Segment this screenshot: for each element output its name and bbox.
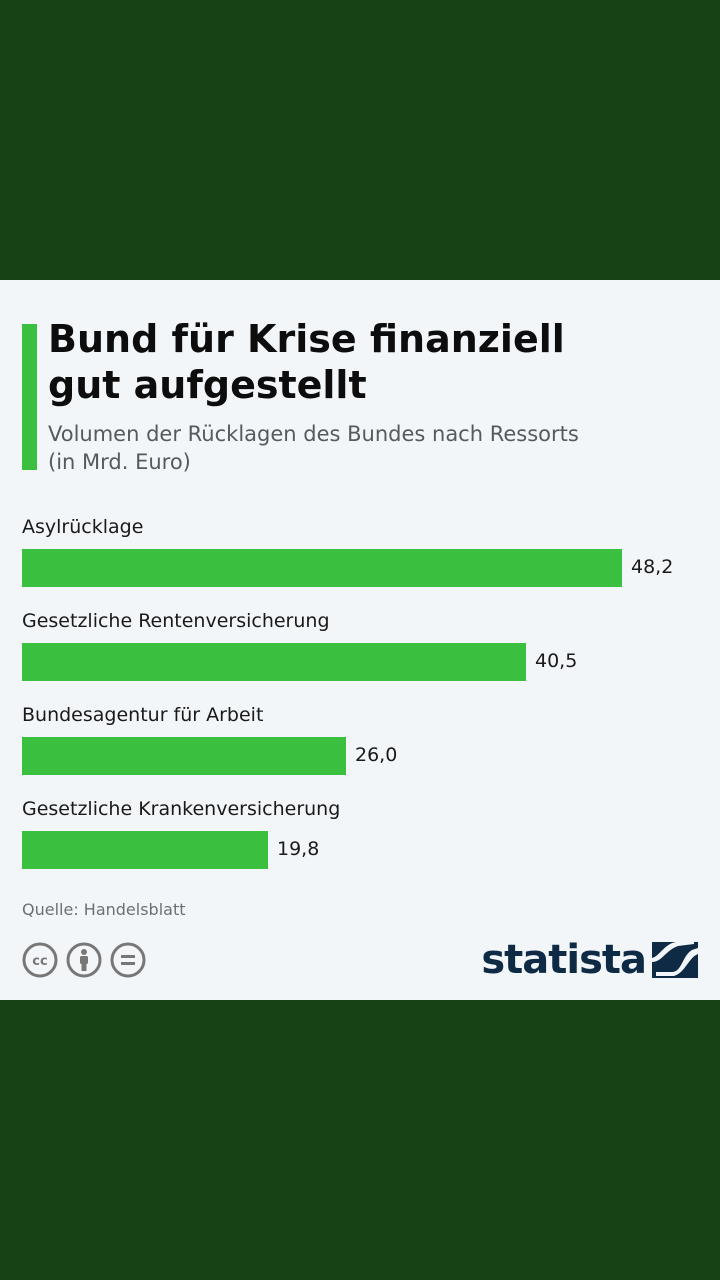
bar-category-label: Asylrücklage: [22, 516, 144, 538]
bar-value-label: 19,8: [277, 838, 320, 860]
bar-row: Asylrücklage 48,2: [22, 516, 702, 606]
bar-row: Gesetzliche Rentenversicherung 40,5: [22, 610, 702, 700]
bar-value-label: 26,0: [355, 744, 398, 766]
title-line-1: Bund für Krise finanziell: [48, 317, 565, 361]
title-accent-bar: [22, 324, 37, 470]
bar-value-label: 48,2: [631, 556, 674, 578]
source-note: Quelle: Handelsblatt: [22, 900, 186, 919]
bar: [22, 831, 268, 869]
svg-text:cc: cc: [32, 954, 47, 969]
license-icons: cc: [22, 942, 146, 978]
bar: [22, 643, 526, 681]
brand-name: statista: [481, 937, 647, 983]
statista-logo[interactable]: statista: [481, 936, 698, 984]
chart-card: Bund für Krise finanziell gut aufgestell…: [0, 280, 720, 1000]
bar-category-label: Gesetzliche Rentenversicherung: [22, 610, 330, 632]
statista-mark-icon: [652, 942, 698, 978]
bar-chart: Asylrücklage 48,2 Gesetzliche Rentenversic…: [0, 280, 720, 1000]
bar-row: Bundesagentur für Arbeit 26,0: [22, 704, 702, 794]
subtitle-line-2: (in Mrd. Euro): [48, 450, 191, 474]
by-icon[interactable]: [66, 942, 102, 978]
bar-row: Gesetzliche Krankenversicherung 19,8: [22, 798, 702, 888]
bar: [22, 549, 622, 587]
subtitle-line-1: Volumen der Rücklagen des Bundes nach Re…: [48, 422, 579, 446]
cc-icon[interactable]: cc: [22, 942, 58, 978]
bar-value-label: 40,5: [535, 650, 578, 672]
chart-subtitle: Volumen der Rücklagen des Bundes nach Re…: [48, 420, 688, 476]
chart-title: Bund für Krise finanziell gut aufgestell…: [48, 316, 688, 408]
nd-icon[interactable]: [110, 942, 146, 978]
bar-category-label: Bundesagentur für Arbeit: [22, 704, 264, 726]
bar: [22, 737, 346, 775]
bar-category-label: Gesetzliche Krankenversicherung: [22, 798, 341, 820]
title-line-2: gut aufgestellt: [48, 363, 367, 407]
